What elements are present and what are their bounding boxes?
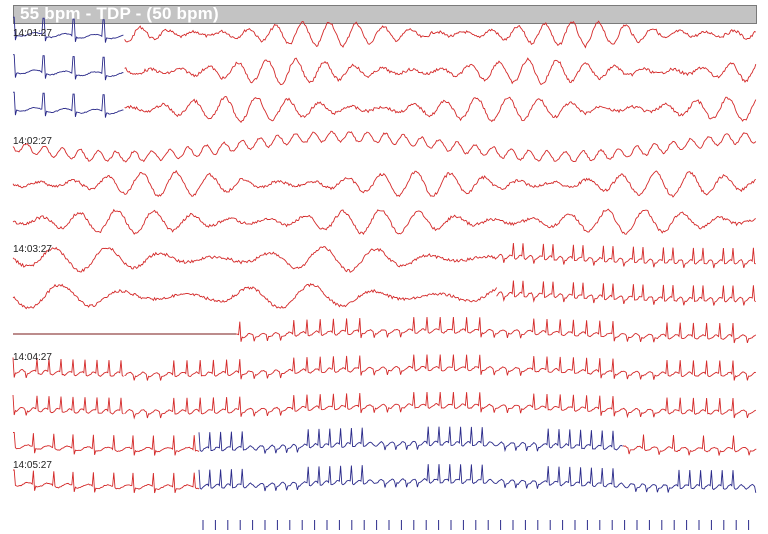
pacing-markers xyxy=(202,520,750,530)
ecg-trace-row-8-seg-1 xyxy=(236,316,757,344)
ecg-trace-row-1-seg-1 xyxy=(124,57,757,86)
ecg-trace-row-5-seg-0 xyxy=(12,208,756,235)
ecg-trace-row-7-seg-0 xyxy=(12,283,497,310)
time-labels: 14:01:27 14:02:27 14:03:27 14:04:27 14:0… xyxy=(13,28,52,471)
time-label: 14:04:27 xyxy=(13,352,52,363)
ecg-traces xyxy=(12,16,757,494)
ecg-trace-row-10-seg-0 xyxy=(12,394,124,416)
chart-title: 55 bpm - TDP - (50 bpm) xyxy=(20,4,219,23)
ecg-trace-row-11-seg-0 xyxy=(13,432,200,456)
time-label: 14:01:27 xyxy=(13,28,52,39)
ecg-trace-row-0-seg-0 xyxy=(13,16,124,43)
chart-title-bar: 55 bpm - TDP - (50 bpm) xyxy=(13,4,757,24)
ecg-trace-row-1-seg-0 xyxy=(13,54,124,81)
ecg-trace-row-6-seg-1 xyxy=(496,242,756,269)
time-label: 14:05:27 xyxy=(13,460,52,471)
ecg-trace-row-0-seg-1 xyxy=(124,20,757,49)
time-label: 14:02:27 xyxy=(13,136,52,147)
time-label: 14:03:27 xyxy=(13,244,52,255)
ecg-trace-row-12-seg-1 xyxy=(198,464,757,493)
ecg-trace-row-9-seg-0 xyxy=(12,357,124,379)
ecg-trace-row-11-seg-1 xyxy=(198,426,623,454)
ecg-trace-row-10-seg-1 xyxy=(124,391,757,420)
ecg-trace-row-12-seg-0 xyxy=(13,469,200,494)
ecg-trace-row-2-seg-0 xyxy=(13,91,124,118)
ecg-trace-row-6-seg-0 xyxy=(12,246,497,273)
ecg-trace-row-2-seg-1 xyxy=(124,96,757,124)
ecg-trace-row-7-seg-1 xyxy=(496,280,757,306)
ecg-trace-row-11-seg-2 xyxy=(622,434,757,456)
ecg-trace-row-4-seg-0 xyxy=(12,169,757,198)
ecg-trace-row-3-seg-0 xyxy=(12,130,757,163)
ecg-trace-row-9-seg-1 xyxy=(124,354,756,381)
